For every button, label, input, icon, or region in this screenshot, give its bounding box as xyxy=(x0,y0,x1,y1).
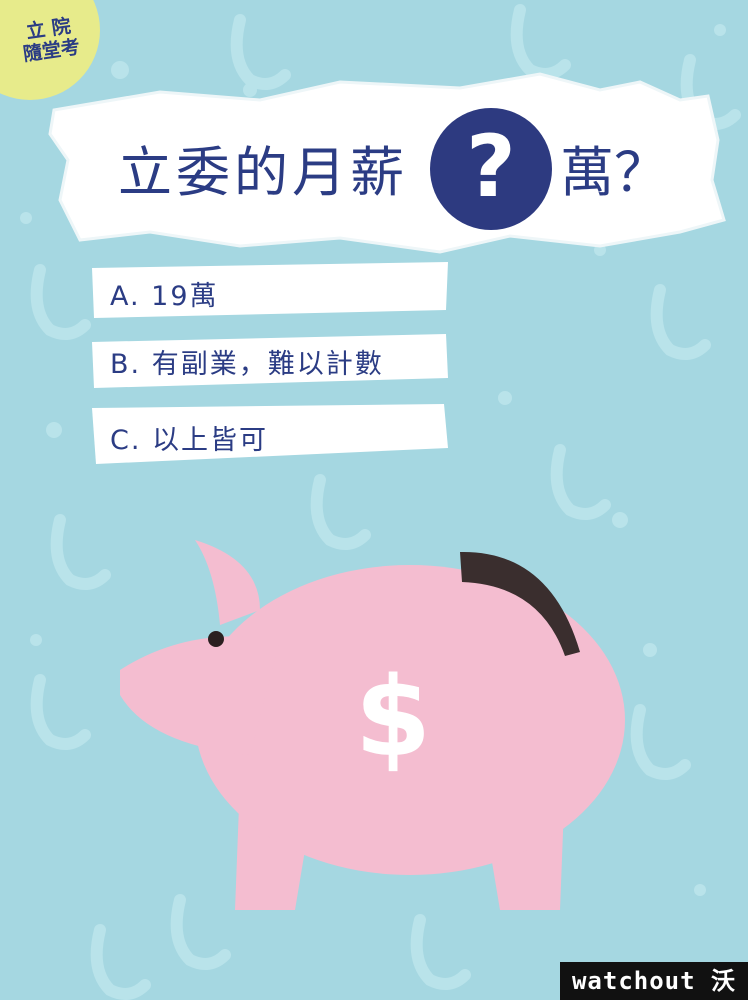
question-title-end: 萬？ xyxy=(560,141,668,204)
option-c[interactable]: C. 以上皆可 xyxy=(92,404,448,464)
option-a[interactable]: A. 19萬 xyxy=(92,262,448,318)
piggy-bank-icon: $ xyxy=(120,540,625,910)
option-c-label: C. 以上皆可 xyxy=(110,425,269,456)
question-title-start: 立委的月薪 xyxy=(118,141,408,204)
option-b-strip xyxy=(92,334,448,388)
badge-label: 立 院 隨堂考 xyxy=(7,13,92,68)
option-a-label: A. 19萬 xyxy=(110,281,219,312)
option-b-label: B. 有副業，難以計數 xyxy=(110,349,384,380)
option-c-strip xyxy=(92,404,448,464)
option-a-strip xyxy=(92,262,448,318)
option-b[interactable]: B. 有副業，難以計數 xyxy=(92,334,448,388)
title-banner: 立委的月薪 ? 萬？ xyxy=(40,70,730,260)
question-mark-icon: ? xyxy=(430,108,552,230)
torn-paper-shape xyxy=(48,72,726,254)
badge-line-2: 隨堂考 xyxy=(21,36,82,66)
pig-eye xyxy=(208,631,224,647)
dollar-sign: $ xyxy=(355,653,432,781)
watchout-logo: watchout 沃草 xyxy=(560,962,748,1000)
coin-slot xyxy=(460,551,580,656)
